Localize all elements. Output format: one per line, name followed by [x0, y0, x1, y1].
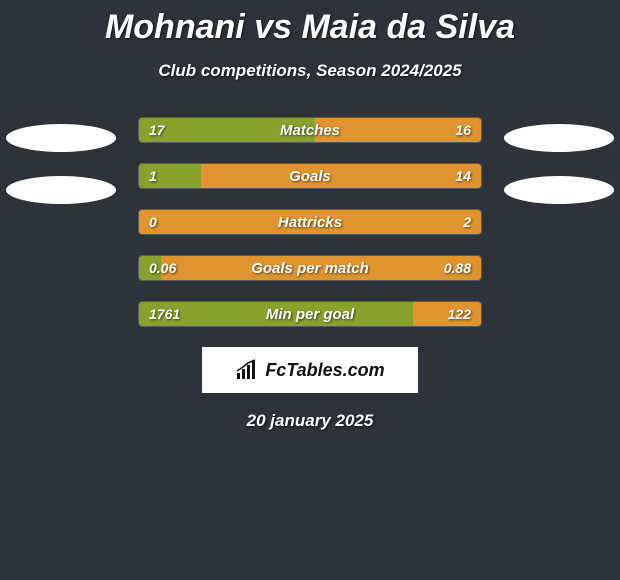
stat-row: 114Goals	[138, 163, 482, 189]
stats-container: 1716Matches 114Goals 02Hattricks 0.060.88Go…	[138, 117, 482, 327]
logo: FcTables.com	[235, 359, 384, 381]
bar-chart-icon	[235, 359, 261, 381]
logo-text: FcTables.com	[265, 360, 384, 381]
logo-box: FcTables.com	[202, 347, 418, 393]
player-1-name: Mohnani	[105, 8, 245, 46]
stat-row: 1761122Min per goal	[138, 301, 482, 327]
stat-label: Goals per match	[139, 256, 481, 280]
stat-label: Hattricks	[139, 210, 481, 234]
stat-row: 0.060.88Goals per match	[138, 255, 482, 281]
stat-row: 02Hattricks	[138, 209, 482, 235]
stat-label: Goals	[139, 164, 481, 188]
vs-label: vs	[254, 8, 292, 46]
stat-label: Matches	[139, 118, 481, 142]
date-label: 20 january 2025	[0, 411, 620, 431]
decorative-ellipse	[504, 176, 614, 204]
stat-label: Min per goal	[139, 302, 481, 326]
decorative-ellipse	[6, 176, 116, 204]
comparison-title: Mohnani vs Maia da Silva	[0, 0, 620, 47]
decorative-ellipse	[6, 124, 116, 152]
decorative-ellipse	[504, 124, 614, 152]
stat-row: 1716Matches	[138, 117, 482, 143]
subtitle: Club competitions, Season 2024/2025	[0, 61, 620, 81]
player-2-name: Maia da Silva	[301, 8, 515, 46]
